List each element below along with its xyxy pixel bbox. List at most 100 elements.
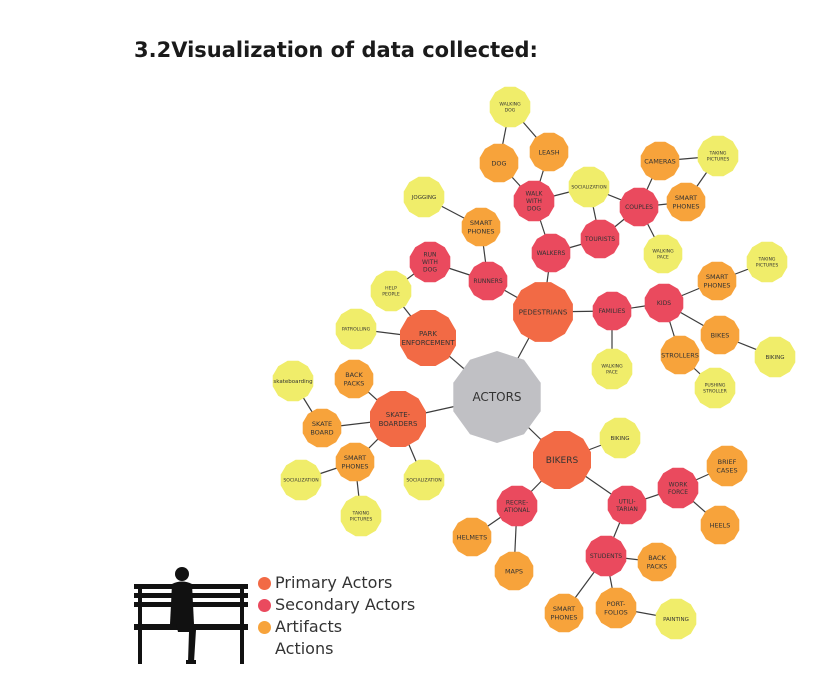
node-shape	[468, 261, 508, 301]
node-shape	[461, 207, 501, 247]
node-shape	[643, 234, 683, 274]
node-patrolling: PATROLLING	[335, 308, 377, 350]
node-shape	[452, 517, 492, 557]
legend: Primary Actors Secondary Actors Artifact…	[258, 572, 415, 660]
node-back-packs-skate: BACK PACKS	[334, 359, 374, 399]
node-utilitarian: UTILI-TARIAN	[607, 485, 647, 525]
node-label: HELP PEOPLE	[382, 286, 400, 298]
node-label: PARK ENFORCEMENT	[402, 330, 456, 347]
node-helmets: HELMETS	[452, 517, 492, 557]
node-shape	[694, 367, 736, 409]
node-taking-pictures-top: TAKING PICTURES	[697, 135, 739, 177]
node-smart-phones-skate: SMART PHONES	[335, 442, 375, 482]
node-label: TAKING PICTURES	[350, 511, 373, 523]
node-biking-kids: BIKING	[754, 336, 796, 378]
node-label: HEELS	[710, 521, 731, 529]
node-shape	[280, 459, 322, 501]
node-label: BIKING	[610, 436, 629, 442]
node-shape	[697, 135, 739, 177]
node-label: UTILI-TARIAN	[615, 498, 638, 513]
bench-silhouette-icon	[134, 567, 248, 664]
node-label: BIKERS	[546, 456, 579, 466]
node-label: TOURISTS	[584, 236, 615, 243]
node-label: SMART PHONES	[703, 273, 730, 289]
node-shape	[302, 408, 342, 448]
node-shape	[340, 495, 382, 537]
node-shape	[660, 335, 700, 375]
node-cameras: CAMERAS	[640, 141, 680, 181]
node-shape	[754, 336, 796, 378]
node-label: TAKING PICTURES	[756, 257, 779, 269]
node-couples: COUPLES	[619, 187, 659, 227]
node-label: BACK PACKS	[647, 554, 668, 570]
node-maps: MAPS	[494, 551, 534, 591]
node-label: PORT-FOLIOS	[604, 600, 628, 616]
node-shape	[409, 241, 451, 283]
node-label: WALKING PACE	[652, 249, 674, 261]
node-runners: RUNNERS	[468, 261, 508, 301]
node-label: HELMETS	[457, 533, 487, 541]
legend-label: Actions	[275, 639, 334, 658]
node-label: FAMILIES	[599, 308, 626, 315]
node-label: DOG	[491, 159, 506, 167]
node-families: FAMILIES	[592, 291, 632, 331]
node-help-people: HELP PEOPLE	[370, 270, 412, 312]
node-label: BIKES	[711, 331, 730, 339]
node-heels: HEELS	[700, 505, 740, 545]
node-shape	[644, 283, 684, 323]
node-smart-phones-kids: SMART PHONES	[697, 261, 737, 301]
node-students: STUDENTS	[585, 535, 627, 577]
node-actors: ACTORS	[453, 351, 541, 443]
node-label: KIDS	[657, 300, 671, 307]
node-shape	[494, 551, 534, 591]
node-biking-bikers: BIKING	[599, 417, 641, 459]
node-shape	[700, 315, 740, 355]
node-park-enforcement: PARK ENFORCEMENT	[400, 310, 456, 366]
node-label: STROLLERS	[661, 351, 699, 359]
node-dog: DOG	[479, 143, 519, 183]
node-shape	[496, 485, 538, 527]
node-label: COUPLES	[625, 204, 653, 211]
node-brief-cases: BRIEF CASES	[706, 445, 748, 487]
node-smart-phones-couples: SMART PHONES	[666, 182, 706, 222]
node-kids: KIDS	[644, 283, 684, 323]
node-shape	[697, 261, 737, 301]
node-skateboarders: SKATE-BOARDERS	[370, 391, 426, 447]
node-shape	[489, 86, 531, 128]
node-shape	[591, 348, 633, 390]
node-label: WALKERS	[537, 250, 566, 257]
node-label: PUSHING STROLLER	[703, 383, 728, 395]
node-label: PAINTING	[663, 617, 689, 623]
node-label: RUNNERS	[473, 278, 502, 285]
node-skateboarding: skateboarding	[272, 360, 314, 402]
node-shape	[700, 505, 740, 545]
node-label: CAMERAS	[644, 157, 676, 165]
page-title: 3.2Visualization of data collected:	[134, 38, 538, 62]
node-shape	[568, 166, 610, 208]
node-label: BIKING	[765, 355, 784, 361]
node-shape	[746, 241, 788, 283]
node-shape	[513, 282, 573, 342]
legend-item-artifacts: Artifacts	[258, 616, 415, 638]
node-label: SOCIALIZATION	[406, 478, 441, 484]
node-shape	[334, 359, 374, 399]
node-label: BRIEF CASES	[716, 458, 737, 474]
node-label: TAKING PICTURES	[707, 151, 730, 163]
node-label: SMART PHONES	[550, 605, 577, 621]
node-recreational: RECRE-ATIONAL	[496, 485, 538, 527]
node-shape	[607, 485, 647, 525]
node-label: LEASH	[538, 148, 559, 156]
node-walking-pace-couples: WALKING PACE	[643, 234, 683, 274]
node-shape	[403, 459, 445, 501]
legend-label: Secondary Actors	[275, 595, 416, 614]
node-shape	[335, 308, 377, 350]
node-label: SMART PHONES	[341, 454, 368, 470]
node-shape	[655, 598, 697, 640]
node-shape	[666, 182, 706, 222]
node-smart-phones-students: SMART PHONES	[544, 593, 584, 633]
node-socialization-top: SOCIALIZATION	[568, 166, 610, 208]
node-walkers: WALKERS	[531, 233, 571, 273]
node-label: WALK WITH DOG	[526, 191, 544, 213]
node-label: SKATE BOARD	[310, 420, 333, 436]
